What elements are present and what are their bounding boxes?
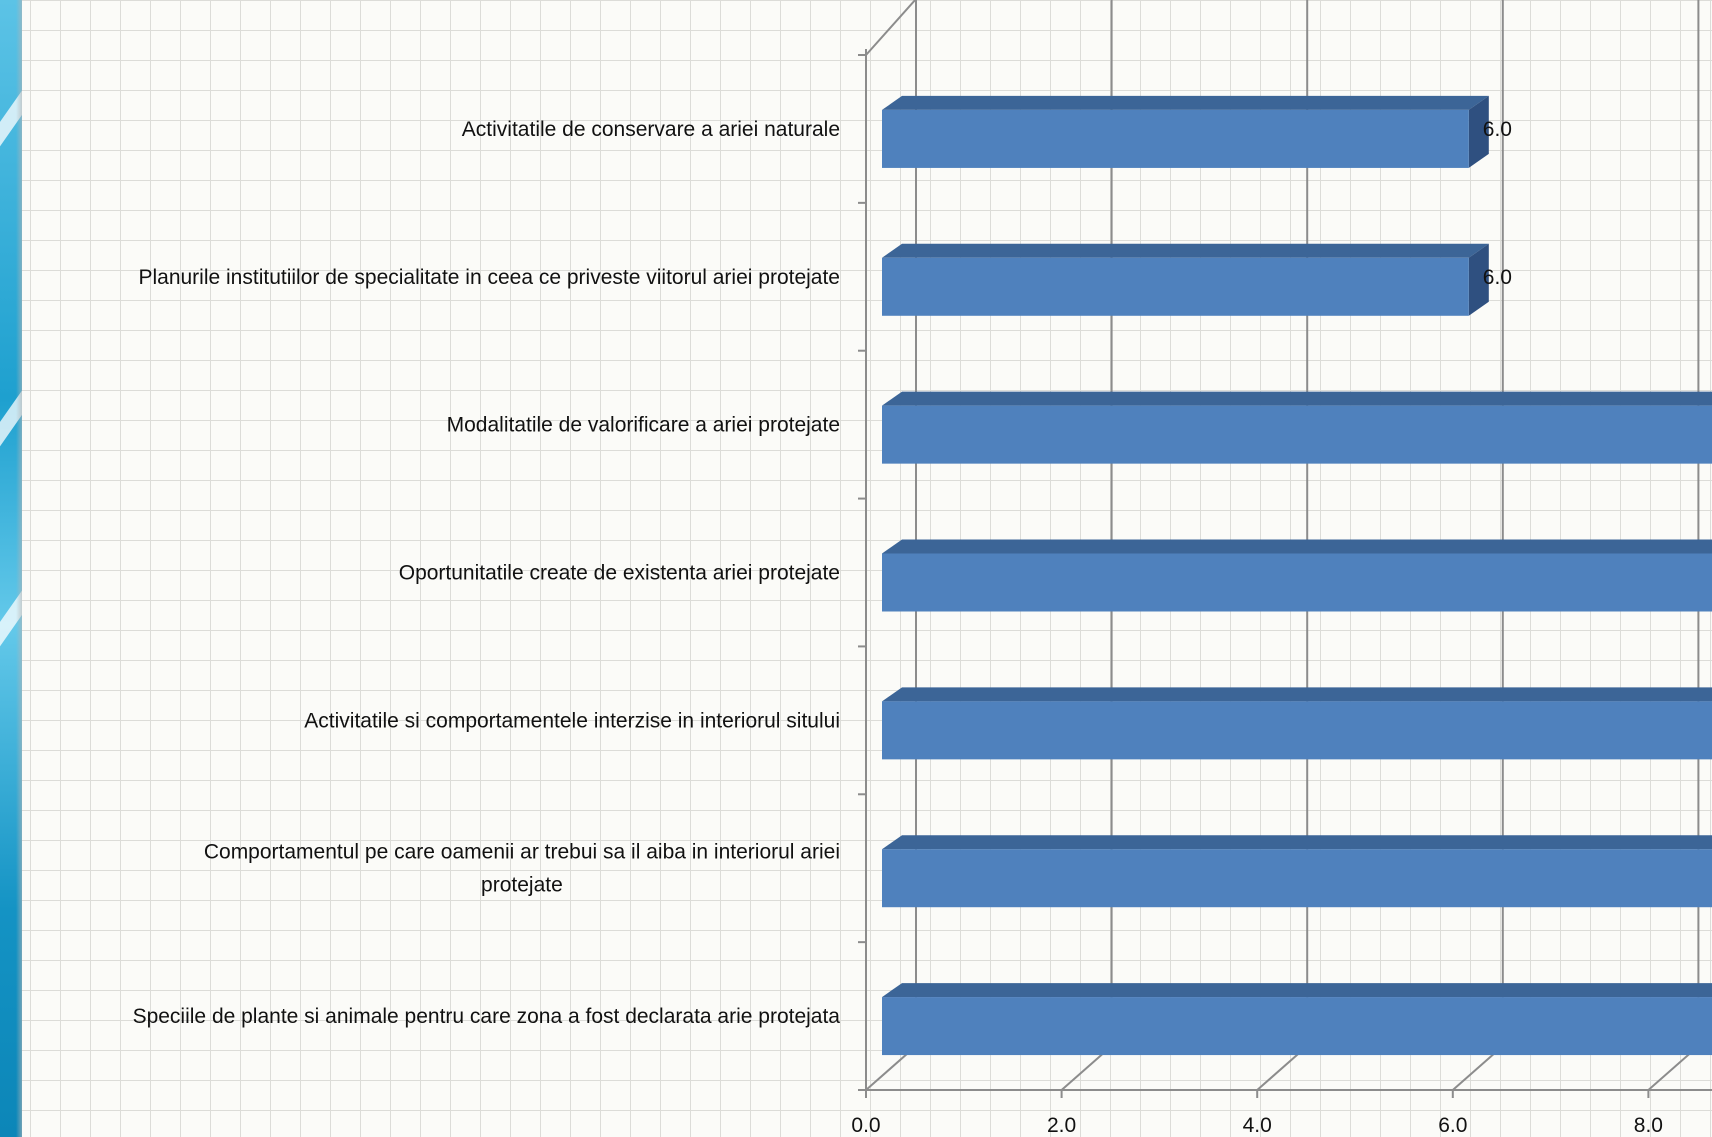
bar-top-face (882, 835, 1712, 850)
bar (882, 553, 1712, 612)
bar-side-face (1468, 243, 1489, 316)
data-label: 6.0 (1483, 266, 1512, 289)
category-label: Oportunitatile create de existenta ariei… (399, 562, 840, 585)
wall-top-edge (865, 0, 917, 56)
category-label: Speciile de plante si animale pentru car… (133, 1005, 841, 1028)
bar-top-face (882, 391, 1712, 406)
x-tick-label: 4.0 (1243, 1114, 1272, 1137)
x-tick-label: 6.0 (1438, 1114, 1467, 1137)
bar-top-face (882, 95, 1489, 110)
category-label-line: Comportamentul pe care oamenii ar trebui… (204, 841, 840, 864)
bar-top-face (882, 983, 1712, 998)
category-label-line: Speciile de plante si animale pentru car… (133, 1005, 841, 1028)
bar (882, 849, 1712, 908)
chart-axes (858, 49, 1712, 1098)
category-label-line: Activitatile de conservare a ariei natur… (462, 118, 840, 141)
x-tick-label: 8.0 (1634, 1114, 1663, 1137)
category-label-line: Activitatile si comportamentele interzis… (304, 709, 840, 732)
bar (882, 701, 1712, 760)
data-label: 6.0 (1483, 118, 1512, 141)
bar-top-face (882, 243, 1489, 258)
category-label-line: Oportunitatile create de existenta ariei… (399, 562, 840, 585)
chart-labels: 0.02.04.06.08.010.012.014.016.09.4Specii… (133, 118, 1663, 1137)
bar (882, 405, 1712, 464)
category-label-line: Planurile institutiilor de specialitate … (138, 266, 840, 289)
band-shade (16, 0, 22, 1137)
category-label: Activitatile si comportamentele interzis… (304, 709, 840, 732)
bar (882, 109, 1469, 168)
category-label-line: protejate (481, 874, 563, 897)
category-label: Activitatile de conservare a ariei natur… (462, 118, 840, 141)
category-label-line: Modalitatile de valorificare a ariei pro… (447, 414, 840, 437)
x-tick-label: 0.0 (851, 1114, 880, 1137)
category-label: Modalitatile de valorificare a ariei pro… (447, 414, 840, 437)
x-tick-label: 2.0 (1047, 1114, 1076, 1137)
chart-bars (882, 95, 1712, 1056)
bar (882, 257, 1469, 316)
category-label: Comportamentul pe care oamenii ar trebui… (204, 841, 840, 897)
category-label: Planurile institutiilor de specialitate … (138, 266, 840, 289)
bar (882, 997, 1712, 1056)
bar-top-face (882, 687, 1712, 702)
bar-top-face (882, 539, 1712, 554)
bar-side-face (1468, 95, 1489, 168)
left-decorative-band (0, 0, 22, 1137)
